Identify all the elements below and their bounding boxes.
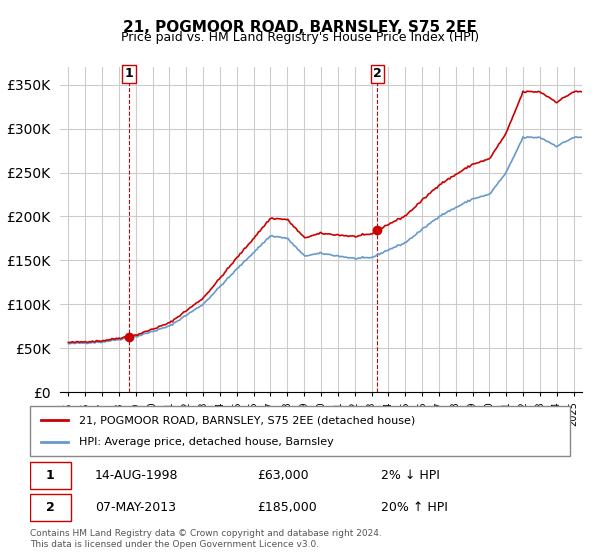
Text: 21, POGMOOR ROAD, BARNSLEY, S75 2EE (detached house): 21, POGMOOR ROAD, BARNSLEY, S75 2EE (det…: [79, 415, 415, 425]
Text: 21, POGMOOR ROAD, BARNSLEY, S75 2EE: 21, POGMOOR ROAD, BARNSLEY, S75 2EE: [123, 20, 477, 35]
Text: £185,000: £185,000: [257, 501, 317, 514]
Text: 2% ↓ HPI: 2% ↓ HPI: [381, 469, 440, 482]
Text: 2: 2: [373, 67, 382, 80]
Text: 07-MAY-2013: 07-MAY-2013: [95, 501, 176, 514]
Text: £63,000: £63,000: [257, 469, 308, 482]
FancyBboxPatch shape: [30, 462, 71, 489]
FancyBboxPatch shape: [30, 494, 71, 521]
Text: 20% ↑ HPI: 20% ↑ HPI: [381, 501, 448, 514]
Text: Contains HM Land Registry data © Crown copyright and database right 2024.
This d: Contains HM Land Registry data © Crown c…: [30, 529, 382, 549]
FancyBboxPatch shape: [30, 406, 570, 456]
Text: 2: 2: [46, 501, 55, 514]
Text: 14-AUG-1998: 14-AUG-1998: [95, 469, 178, 482]
Text: Price paid vs. HM Land Registry's House Price Index (HPI): Price paid vs. HM Land Registry's House …: [121, 31, 479, 44]
Text: 1: 1: [125, 67, 134, 80]
Text: HPI: Average price, detached house, Barnsley: HPI: Average price, detached house, Barn…: [79, 437, 334, 447]
Text: 1: 1: [46, 469, 55, 482]
